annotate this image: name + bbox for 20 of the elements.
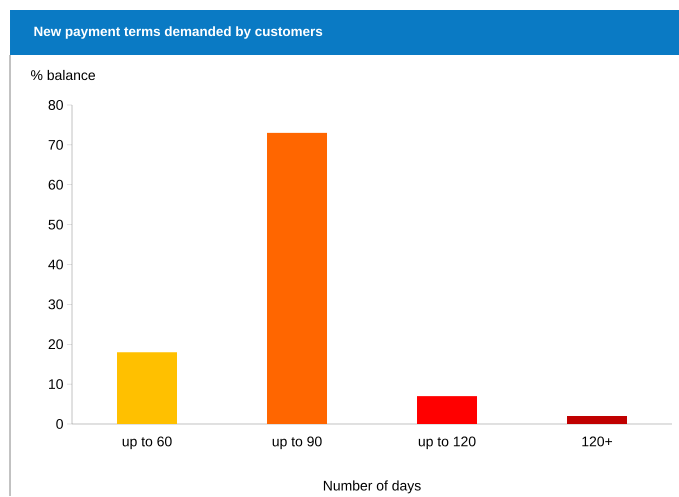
y-tick-label: 70 [48, 140, 63, 150]
x-tick-label: 120+ [582, 436, 612, 447]
y-tick-label: 60 [48, 180, 63, 190]
x-tick-label: up to 90 [272, 436, 322, 450]
y-tick-label: 20 [48, 339, 63, 350]
bar [417, 396, 478, 424]
bar [267, 133, 328, 424]
y-tick-label: 30 [48, 300, 63, 310]
y-axis-title: % balance [31, 70, 96, 80]
bar [567, 416, 628, 424]
x-axis-title: Number of days [324, 480, 421, 494]
y-tick-label: 0 [56, 419, 63, 430]
x-tick-label: up to 60 [122, 436, 172, 450]
y-tick-label: 40 [48, 260, 63, 270]
y-tick-label: 80 [48, 100, 63, 110]
y-tick-label: 10 [49, 379, 63, 390]
chart-title: New payment terms demanded by customers [34, 26, 322, 39]
x-tick-label: up to 120 [418, 436, 476, 450]
bar [117, 352, 178, 424]
y-tick-label: 50 [48, 220, 63, 230]
